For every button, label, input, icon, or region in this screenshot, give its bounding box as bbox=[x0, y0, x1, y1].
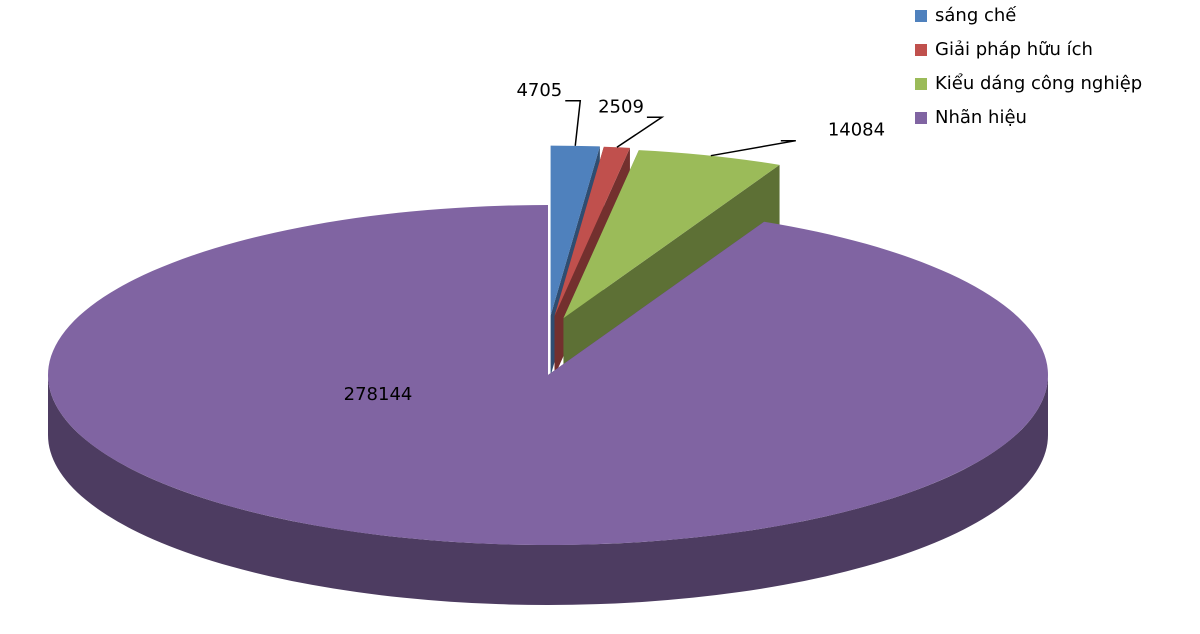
data-label: 278144 bbox=[344, 384, 413, 405]
legend-swatch bbox=[915, 78, 927, 90]
slice bbox=[48, 205, 1049, 545]
slice bbox=[563, 150, 780, 319]
leader-line bbox=[616, 116, 665, 148]
legend-swatch bbox=[915, 10, 927, 22]
data-label: 14084 bbox=[828, 120, 885, 141]
legend-label: Nhãn hiệu bbox=[935, 107, 1027, 128]
legend-label: Giải pháp hữu ích bbox=[935, 39, 1093, 60]
leader-line bbox=[565, 100, 582, 146]
slice bbox=[554, 146, 630, 316]
data-label: 4705 bbox=[516, 80, 562, 101]
legend-label: sáng chế bbox=[935, 5, 1017, 26]
legend-swatch bbox=[915, 112, 927, 124]
slice-side bbox=[48, 375, 1048, 605]
slice-side bbox=[563, 164, 780, 379]
leader-line bbox=[710, 139, 796, 157]
legend-label: Kiểu dáng công nghiệp bbox=[935, 73, 1142, 94]
legend-swatch bbox=[915, 44, 927, 56]
slice bbox=[550, 145, 600, 316]
data-label: 2509 bbox=[598, 96, 644, 117]
